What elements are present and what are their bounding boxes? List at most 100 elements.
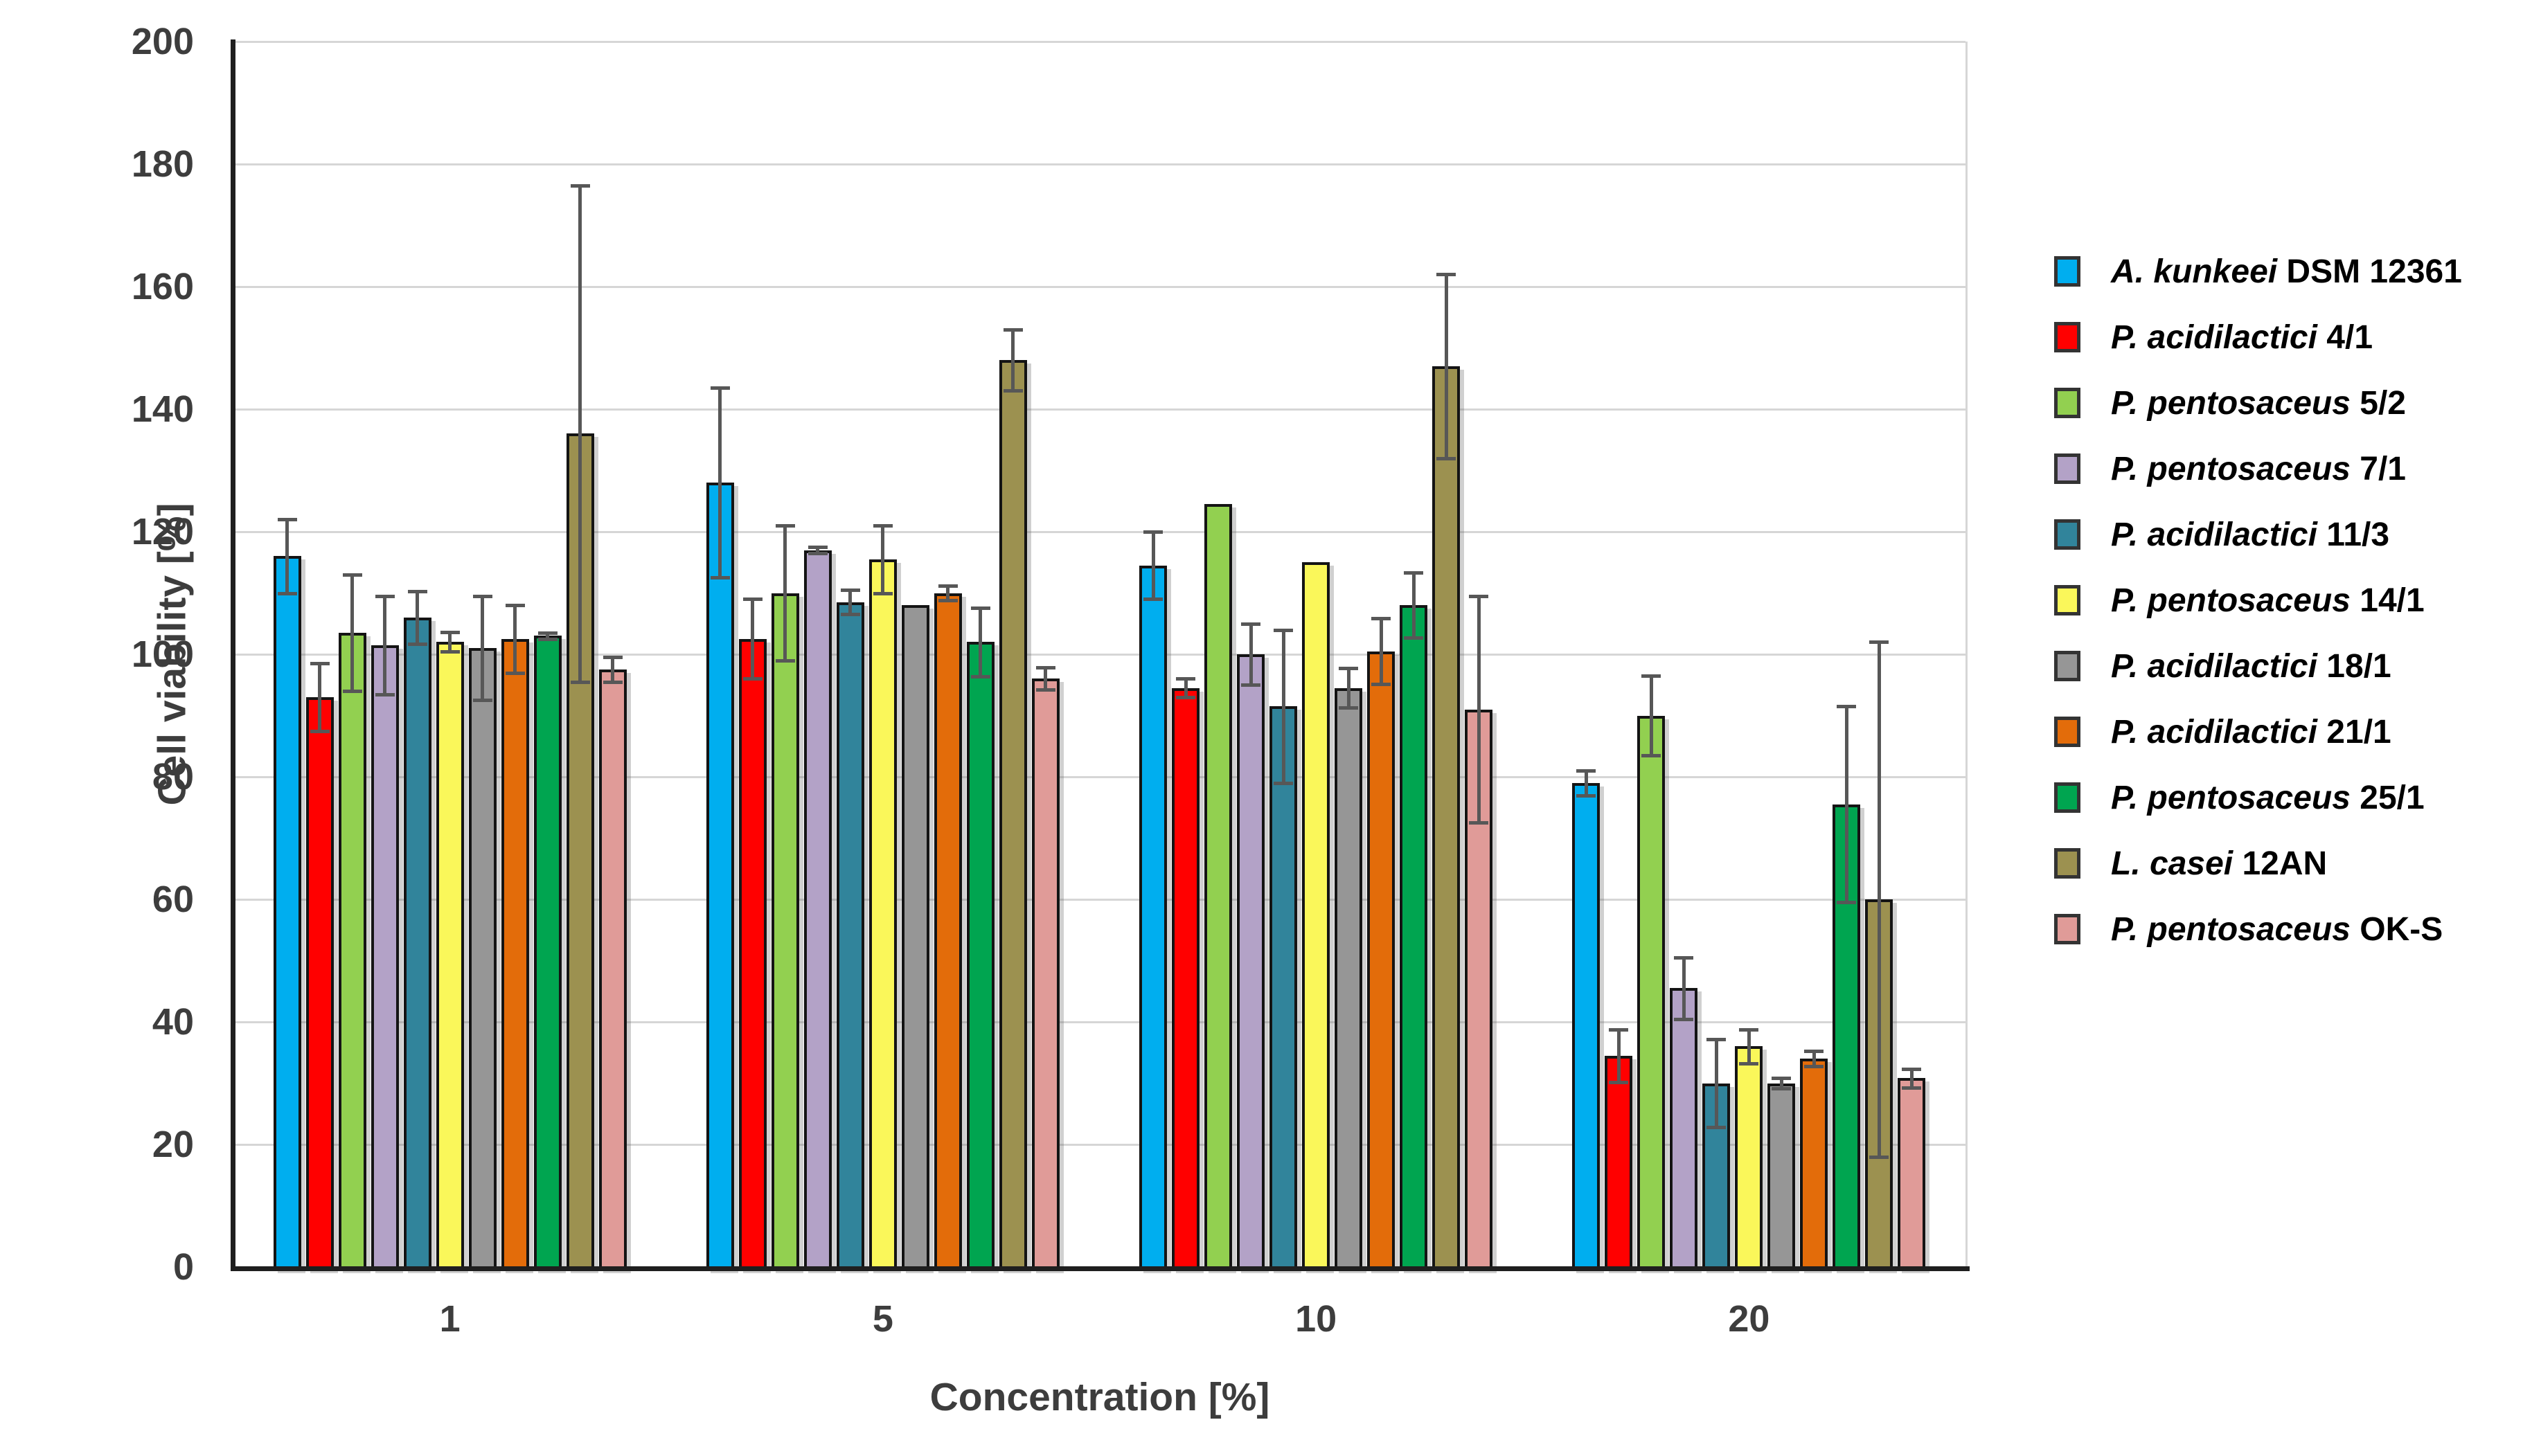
error-bar-cap-bottom (710, 576, 730, 580)
error-bar-cap-bottom (1176, 695, 1196, 699)
error-bar-line (979, 607, 983, 676)
legend-species-name: P. acidilactici (2111, 319, 2317, 356)
bar-s6-c20 (1735, 1046, 1763, 1270)
error-bar-line (881, 525, 885, 593)
error-bar-cap-bottom (1674, 1017, 1694, 1021)
gridline (233, 1021, 1965, 1023)
legend-label: P. pentosaceus 7/1 (2111, 452, 2406, 487)
error-bar-cap-top (407, 589, 427, 593)
error-bar-cap-top (742, 597, 763, 602)
legend-swatch (2054, 717, 2080, 747)
error-bar-line (1151, 532, 1155, 600)
error-bar-line (1249, 623, 1253, 685)
y-tick-label: 200 (131, 21, 194, 62)
bar-s5-c1 (403, 617, 431, 1270)
error-bar-cap-top (808, 546, 828, 550)
legend-label: P. pentosaceus 5/2 (2111, 386, 2406, 421)
gridline (233, 899, 1965, 901)
error-bar-line (1909, 1069, 1914, 1088)
bar-s2-c1 (305, 696, 334, 1270)
gridline (233, 286, 1965, 288)
error-bar-line (783, 525, 787, 660)
bar-s8-c1 (501, 638, 529, 1270)
error-bar-line (1379, 618, 1383, 685)
error-bar-cap-top (1641, 674, 1661, 678)
legend-label: P. acidilactici 18/1 (2111, 649, 2391, 684)
error-bar-cap-top (537, 631, 558, 636)
error-bar-line (1584, 771, 1588, 796)
y-axis-title: Cell viability [%] (150, 503, 195, 806)
error-bar-line (285, 519, 289, 593)
legend-species-name: P. pentosaceus (2111, 451, 2351, 487)
legend-swatch (2054, 651, 2080, 681)
error-bar-cap-bottom (938, 599, 958, 603)
error-bar-cap-bottom (1274, 781, 1294, 785)
error-bar-cap-top (1706, 1037, 1727, 1041)
y-tick-label: 100 (131, 633, 194, 675)
error-bar-cap-bottom (1003, 389, 1023, 393)
legend-swatch (2054, 453, 2080, 484)
x-tick-label: 1 (439, 1298, 461, 1340)
error-bar-cap-bottom (1035, 688, 1055, 692)
error-bar-cap-bottom (840, 613, 860, 617)
bar-s9-c10 (1400, 605, 1428, 1270)
bar-s4-c5 (803, 550, 832, 1270)
error-bar-cap-top (1609, 1027, 1629, 1032)
legend-species-name: L. casei (2111, 845, 2234, 882)
error-bar-cap-top (1035, 666, 1055, 670)
error-bar-cap-bottom (742, 677, 763, 681)
x-tick-label: 20 (1728, 1298, 1770, 1340)
error-bar-cap-bottom (440, 650, 460, 654)
error-bar-line (848, 590, 853, 615)
bar-s6-c5 (868, 559, 897, 1270)
bar-s7-c10 (1335, 687, 1363, 1270)
bar-s11-c5 (1031, 678, 1060, 1270)
error-bar-cap-bottom (537, 637, 558, 641)
bar-s1-c10 (1139, 565, 1168, 1270)
error-bar-line (350, 574, 355, 692)
error-bar-cap-bottom (1706, 1126, 1727, 1130)
x-axis-line (231, 1266, 1970, 1271)
error-bar-cap-bottom (808, 551, 828, 555)
error-bar-cap-bottom (1371, 683, 1391, 687)
error-bar-cap-bottom (873, 591, 893, 595)
error-bar-cap-top (375, 594, 395, 598)
error-bar-line (1346, 668, 1350, 708)
legend-strain-name: OK-S (2350, 911, 2443, 948)
legend-swatch (2054, 322, 2080, 352)
error-bar-cap-top (1772, 1077, 1792, 1081)
error-bar-cap-top (1804, 1050, 1824, 1054)
plot-right-border (1965, 42, 1968, 1267)
error-bar-cap-bottom (570, 680, 590, 684)
error-bar-line (1616, 1029, 1621, 1082)
legend-swatch (2054, 256, 2080, 287)
error-bar-cap-bottom (472, 699, 492, 703)
y-tick-label: 180 (131, 143, 194, 185)
error-bar-cap-top (1739, 1027, 1759, 1032)
legend-species-name: P. acidilactici (2111, 648, 2317, 685)
error-bar-line (1779, 1078, 1783, 1088)
legend-species-name: P. pentosaceus (2111, 911, 2351, 948)
gridline (233, 1144, 1965, 1146)
bar-s7-c5 (901, 605, 929, 1270)
error-bar-cap-top (277, 518, 297, 522)
error-bar-cap-top (1176, 677, 1196, 681)
legend-strain-name: 4/1 (2317, 319, 2373, 356)
error-bar-cap-top (1674, 956, 1694, 960)
legend-species-name: P. acidilactici (2111, 516, 2317, 553)
bar-s5-c5 (836, 602, 864, 1270)
error-bar-cap-bottom (1837, 901, 1857, 905)
error-bar-cap-bottom (505, 671, 525, 675)
bar-s10-c10 (1432, 366, 1461, 1270)
bar-s3-c1 (338, 633, 366, 1270)
error-bar-line (1281, 629, 1285, 783)
error-bar-line (1812, 1051, 1816, 1066)
error-bar-cap-top (1274, 628, 1294, 632)
y-tick-label: 160 (131, 266, 194, 307)
bar-s9-c1 (533, 636, 562, 1270)
x-tick-label: 10 (1295, 1298, 1337, 1340)
legend-swatch (2054, 914, 2080, 944)
legend-swatch (2054, 519, 2080, 550)
legend-label: L. casei 12AN (2111, 847, 2327, 881)
bar-s8-c20 (1800, 1059, 1828, 1270)
